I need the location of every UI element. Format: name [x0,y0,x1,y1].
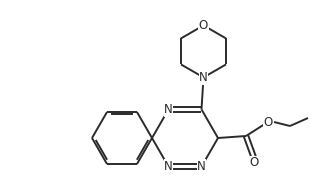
Text: O: O [199,19,208,32]
Text: O: O [249,156,259,170]
Text: N: N [199,71,208,84]
Text: O: O [263,115,273,129]
Text: N: N [164,103,173,116]
Text: N: N [197,160,206,173]
Text: N: N [164,160,173,173]
